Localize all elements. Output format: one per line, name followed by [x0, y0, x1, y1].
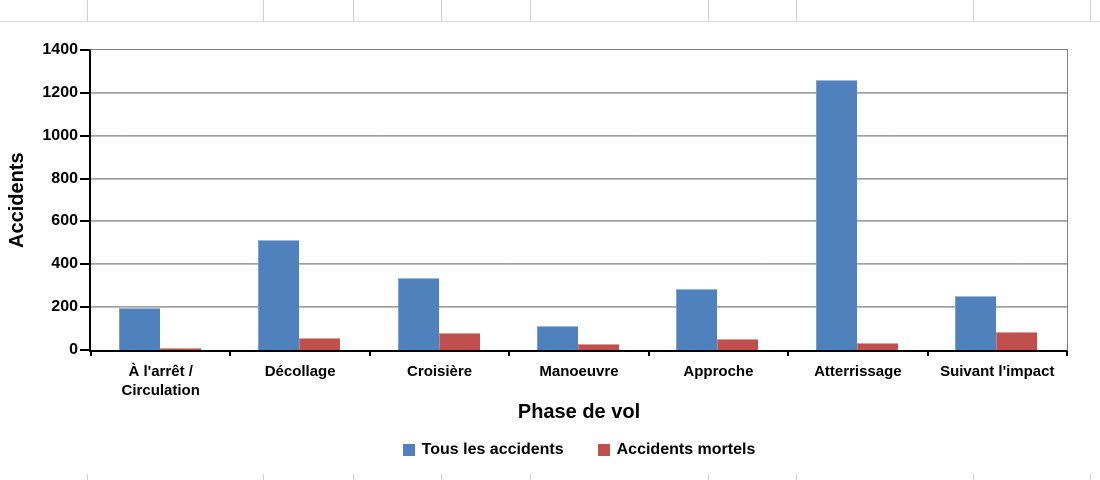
legend-item[interactable]: Accidents mortels	[597, 441, 756, 458]
worksheet-cell-border	[353, 0, 354, 21]
x-tick-mark	[229, 351, 232, 356]
bar[interactable]	[258, 239, 300, 350]
gridline	[91, 91, 1067, 94]
x-category-label: Atterrissage	[814, 363, 902, 380]
bar[interactable]	[537, 326, 578, 350]
x-tick-mark	[368, 351, 371, 356]
worksheet-cell-border	[263, 0, 264, 21]
y-tick-label: 1200	[42, 83, 78, 101]
worksheet-cell-border	[441, 474, 442, 480]
worksheet-cell-border	[708, 474, 709, 480]
bar[interactable]	[955, 296, 997, 350]
bar[interactable]	[717, 339, 759, 350]
legend-label: Accidents mortels	[616, 441, 756, 458]
bar[interactable]	[397, 278, 439, 350]
x-category-label: À l'arrêt / Circulation	[121, 363, 200, 399]
bar[interactable]	[299, 338, 341, 350]
x-category-label: Approche	[683, 363, 754, 380]
x-category-label: Suivant l'impact	[940, 363, 1055, 380]
legend-item[interactable]: Tous les accidents	[402, 441, 564, 458]
y-tick-label: 200	[51, 298, 78, 316]
worksheet-cell-border	[1090, 474, 1091, 480]
x-category-label: Croisière	[407, 363, 473, 380]
y-tick-label: 800	[51, 169, 78, 187]
y-tick-label: 600	[51, 212, 78, 230]
x-tick-mark	[1066, 351, 1068, 356]
x-category-label: Manoeuvre	[539, 363, 619, 380]
bar[interactable]	[856, 342, 898, 350]
bar[interactable]	[438, 332, 480, 350]
legend-swatch-icon	[597, 444, 610, 456]
gridline	[91, 306, 1067, 309]
worksheet-row-border	[0, 21, 1100, 22]
bar[interactable]	[118, 308, 160, 350]
bar[interactable]	[815, 80, 857, 350]
y-tick-label: 0	[69, 341, 78, 358]
worksheet-cell-border	[87, 0, 88, 21]
worksheet-cell-border	[973, 0, 974, 21]
worksheet-cell-border	[530, 474, 531, 480]
worksheet-cell-border	[263, 474, 264, 480]
bar[interactable]	[996, 331, 1038, 350]
y-tick-label: 400	[51, 255, 78, 273]
worksheet-cell-border	[973, 474, 974, 480]
y-tick-mark	[80, 349, 89, 351]
y-tick-mark	[80, 220, 89, 223]
worksheet-cell-border	[530, 0, 531, 21]
worksheet-cell-border	[796, 474, 797, 480]
worksheet-cell-border	[796, 0, 797, 21]
y-tick-mark	[80, 134, 89, 137]
y-tick-mark	[80, 177, 89, 180]
bar[interactable]	[159, 347, 201, 350]
gridline	[91, 134, 1067, 137]
plot-area	[89, 49, 1068, 352]
x-tick-mark	[508, 351, 511, 356]
worksheet-cell-border	[87, 474, 88, 480]
x-tick-mark	[647, 351, 650, 356]
gridline	[91, 177, 1067, 180]
gridline	[91, 220, 1067, 223]
worksheet-cell-border	[708, 0, 709, 21]
x-axis-title: Phase de vol	[517, 401, 641, 423]
y-tick-label: 1000	[42, 126, 78, 144]
y-tick-mark	[80, 91, 89, 94]
y-tick-label: 1400	[42, 41, 78, 58]
legend: Tous les accidents Accidents mortels	[91, 442, 1067, 458]
x-category-label: Décollage	[264, 363, 336, 380]
bar[interactable]	[578, 343, 619, 350]
worksheet-cell-border	[441, 0, 442, 21]
bar[interactable]	[676, 288, 718, 350]
x-tick-mark	[90, 351, 92, 356]
worksheet-cell-border	[1090, 0, 1091, 21]
worksheet-cell-border	[353, 474, 354, 480]
x-tick-mark	[926, 351, 929, 356]
y-tick-mark	[80, 263, 89, 266]
gridline	[91, 263, 1067, 266]
y-tick-mark	[80, 49, 89, 51]
legend-swatch-icon	[402, 444, 415, 456]
legend-label: Tous les accidents	[421, 441, 564, 458]
y-tick-mark	[80, 306, 89, 309]
x-tick-mark	[787, 351, 790, 356]
